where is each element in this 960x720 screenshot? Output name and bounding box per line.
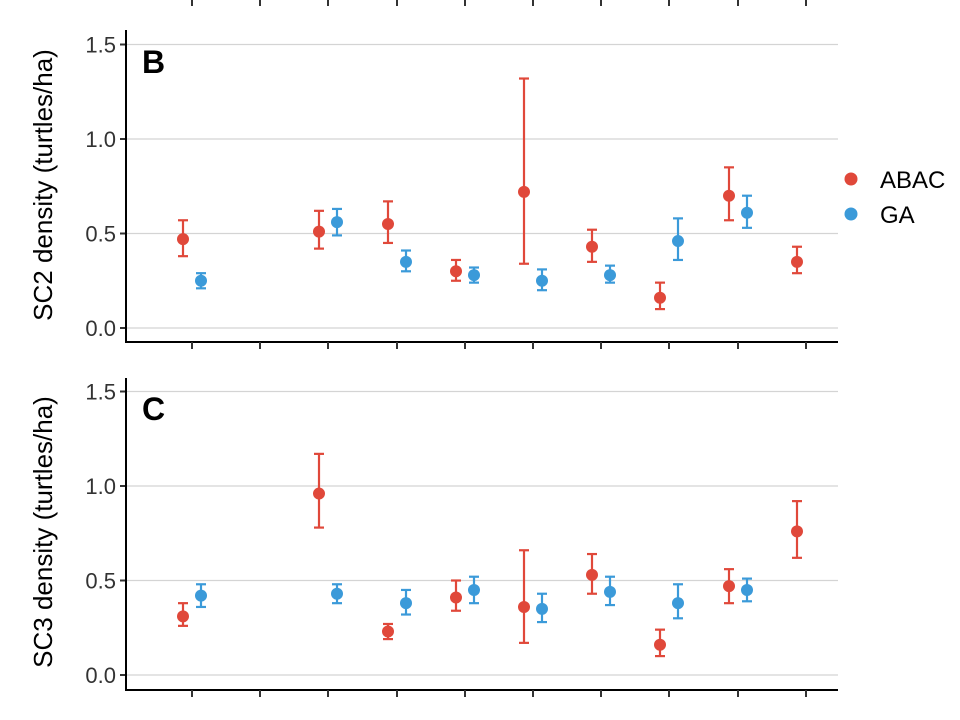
panel-c-y-tick-label-1: 0.5 <box>85 569 116 594</box>
panel-b-abac-point-x8 <box>654 281 666 311</box>
panel-c-abac-marker-x3 <box>313 487 325 500</box>
panel-c-ga-point-x6 <box>536 592 548 624</box>
panel-c-abac-point-x8 <box>654 628 666 658</box>
top-strip-ticks <box>191 0 807 6</box>
panel-c-ga-marker-x8 <box>672 597 684 610</box>
panel-b-ga-point-x6 <box>536 268 548 292</box>
panel-c-abac-point-x9 <box>723 568 735 605</box>
panel-b-abac-marker-x10 <box>791 255 803 268</box>
panel-b-abac-point-x7 <box>586 228 598 263</box>
panel-b-abac-marker-x5 <box>450 265 462 278</box>
panel-b-abac-point-x3 <box>313 209 325 250</box>
panel-b-ga-marker-x9 <box>741 206 753 219</box>
panel-b-y-axis-label: SC2 density (turtles/ha) <box>28 49 58 321</box>
panel-c-abac-point-x3 <box>313 452 325 529</box>
panel-c-y-tick-label-3: 1.5 <box>85 380 116 405</box>
panel-c-abac-marker-x9 <box>723 580 735 593</box>
legend-label-ga: GA <box>880 202 915 229</box>
panel-c-y-axis-label: SC3 density (turtles/ha) <box>28 396 58 668</box>
panel-c-abac-point-x4 <box>382 622 394 641</box>
panel-b-ga-marker-x8 <box>672 235 684 248</box>
panel-b-y-tick-label-3: 1.5 <box>85 33 116 58</box>
panel-b-ga-point-x1 <box>195 272 207 290</box>
panel-c-ga-marker-x3 <box>331 587 343 600</box>
panel-b-ga-marker-x5 <box>468 269 480 282</box>
panel-b-abac-marker-x4 <box>382 218 394 231</box>
panel-c-abac-marker-x1 <box>177 610 189 623</box>
panel-c-abac-marker-x10 <box>791 525 803 538</box>
legend: ABAC GA <box>844 167 945 229</box>
panel-c-abac-marker-x7 <box>586 568 598 581</box>
panel-c-ga-marker-x5 <box>468 583 480 596</box>
panel-c-ga-point-x5 <box>468 575 480 605</box>
panel-c-abac-point-x6 <box>518 549 530 644</box>
panel-b-abac-point-x5 <box>450 258 462 282</box>
panel-c-abac-marker-x8 <box>654 638 666 651</box>
panel-c-abac-marker-x4 <box>382 625 394 638</box>
panel-c-ga-marker-x9 <box>741 583 753 596</box>
panel-b-abac-point-x1 <box>177 219 189 258</box>
legend-marker-abac <box>844 172 858 186</box>
panel-b-ga-marker-x7 <box>604 269 616 282</box>
panel-b-abac-marker-x8 <box>654 291 666 304</box>
panel-c-gridlines <box>126 390 838 676</box>
panel-b-abac-point-x9 <box>723 166 735 222</box>
panel-b: 0.0 0.5 1.0 1.5 B SC2 density (turtles/ha) <box>28 30 838 349</box>
panel-c-tag: C <box>142 391 165 427</box>
panel-c-ga-marker-x6 <box>536 602 548 615</box>
panel-c-ga-point-x8 <box>672 583 684 620</box>
panel-c-ga-point-x9 <box>741 577 753 603</box>
panel-b-y-tick-label-2: 1.0 <box>85 127 116 152</box>
panel-c-ga-point-x7 <box>604 575 616 607</box>
panel-b-ga-point-x7 <box>604 264 616 284</box>
panel-c-y-tick-label-2: 1.0 <box>85 474 116 499</box>
panel-b-ga-marker-x3 <box>331 216 343 229</box>
panel-b-abac-point-x4 <box>382 200 394 245</box>
panel-b-abac-point-x10 <box>791 245 803 275</box>
panel-b-abac-marker-x6 <box>518 185 530 198</box>
panel-b-abac-marker-x7 <box>586 240 598 253</box>
panel-b-abac-marker-x9 <box>723 189 735 202</box>
panel-b-ga-marker-x4 <box>400 255 412 268</box>
panel-b-tag: B <box>142 44 165 80</box>
panel-c-ga-marker-x4 <box>400 597 412 610</box>
panel-b-ga-marker-x1 <box>195 274 207 287</box>
legend-label-abac: ABAC <box>880 167 945 194</box>
legend-marker-ga <box>844 207 858 221</box>
panel-b-abac-marker-x3 <box>313 225 325 238</box>
panel-b-abac-marker-x1 <box>177 233 189 246</box>
panel-b-ga-point-x3 <box>331 207 343 237</box>
panel-b-abac-point-x6 <box>518 77 530 265</box>
panel-c-abac-point-x1 <box>177 602 189 627</box>
panel-c-ga-marker-x7 <box>604 585 616 598</box>
panel-b-y-tick-label-0: 0.0 <box>85 316 116 341</box>
panel-b-axes: 0.0 0.5 1.0 1.5 <box>85 30 838 349</box>
panel-b-ga-point-x4 <box>400 249 412 273</box>
panel-c-abac-marker-x6 <box>518 600 530 613</box>
panel-b-marks <box>177 77 803 311</box>
panel-c-ga-marker-x1 <box>195 589 207 602</box>
panel-c-abac-marker-x5 <box>450 591 462 604</box>
panel-c-y-tick-label-0: 0.0 <box>85 663 116 688</box>
panel-b-ga-point-x5 <box>468 266 480 284</box>
panel-c-ga-point-x1 <box>195 583 207 609</box>
panel-c-abac-point-x5 <box>450 579 462 612</box>
panel-c: 0.0 0.5 1.0 1.5 C SC3 density (turtles/ha) <box>28 378 838 697</box>
panel-b-y-tick-label-1: 0.5 <box>85 222 116 247</box>
panel-b-ga-marker-x6 <box>536 274 548 287</box>
panel-c-ga-point-x3 <box>331 583 343 605</box>
panel-b-gridlines <box>126 43 838 329</box>
panel-c-marks <box>177 452 803 658</box>
panel-c-ga-point-x4 <box>400 588 412 616</box>
panel-b-ga-point-x8 <box>672 217 684 262</box>
panel-c-axes: 0.0 0.5 1.0 1.5 <box>85 378 838 697</box>
panel-b-ga-point-x9 <box>741 194 753 229</box>
panel-c-abac-point-x10 <box>791 500 803 559</box>
panel-c-abac-point-x7 <box>586 552 598 595</box>
